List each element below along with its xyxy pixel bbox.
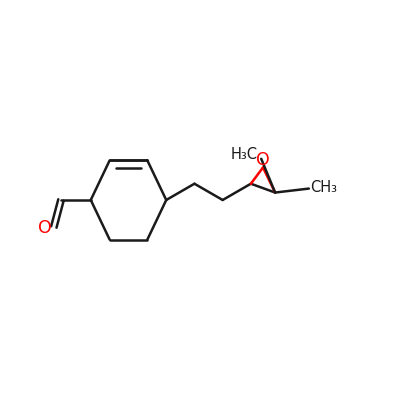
Text: O: O: [256, 150, 270, 168]
Text: H₃C: H₃C: [231, 146, 258, 162]
Text: O: O: [38, 219, 52, 237]
Text: CH₃: CH₃: [310, 180, 338, 195]
